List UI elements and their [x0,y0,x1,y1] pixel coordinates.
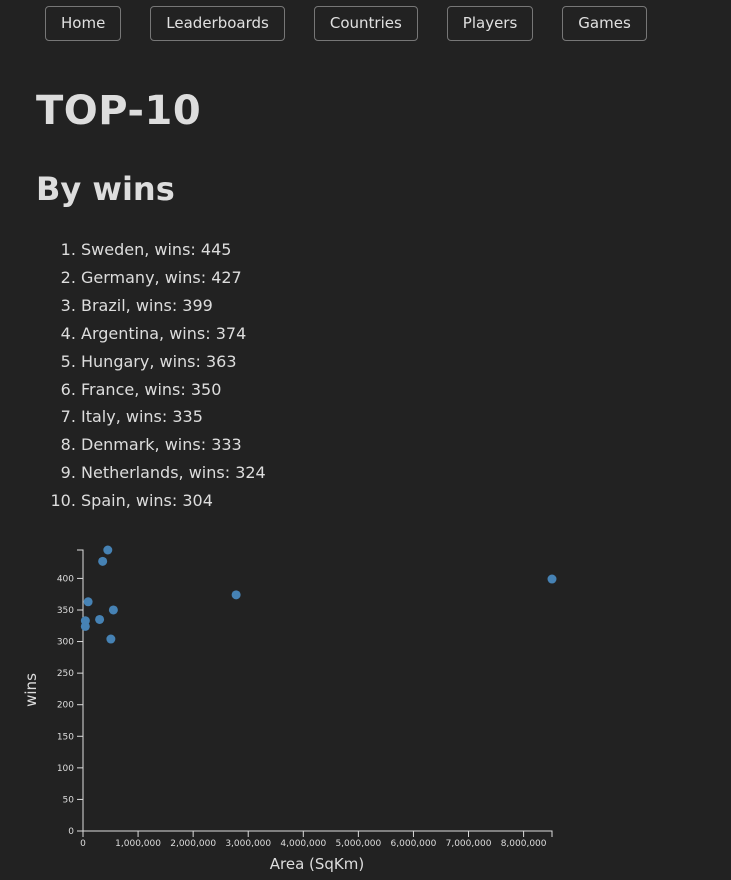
ranking-list: Sweden, wins: 445 Germany, wins: 427 Bra… [36,236,266,515]
data-point [95,614,105,624]
x-tick-label: 6,000,000 [391,839,437,849]
x-axis-label: Area (SqKm) [270,855,364,873]
y-tick-label: 250 [57,669,74,679]
data-point [547,574,557,584]
data-point [98,556,108,566]
x-tick-label: 0 [80,839,86,849]
scatter-chart: 0 1,000,000 2,000,000 3,000,000 4,000,000 5,0… [22,545,557,873]
list-item: Hungary, wins: 363 [81,348,266,376]
data-point [83,597,93,607]
top-nav: Home Leaderboards Countries Players Game… [45,6,647,41]
y-axis-label: wins [22,673,40,707]
nav-games-button[interactable]: Games [562,6,647,41]
page-title: TOP-10 [36,88,202,134]
data-point [231,590,241,600]
x-tick-label: 1,000,000 [115,839,161,849]
list-item: Denmark, wins: 333 [81,431,266,459]
y-tick-label: 50 [63,795,75,805]
data-point [108,605,118,615]
data-points [80,545,557,644]
x-tick-label: 7,000,000 [446,839,492,849]
y-tick-label: 200 [57,701,74,711]
y-tick-label: 400 [57,574,74,584]
list-item: France, wins: 350 [81,376,266,404]
nav-countries-button[interactable]: Countries [313,6,418,41]
section-title: By wins [36,170,175,208]
x-axis: 0 1,000,000 2,000,000 3,000,000 4,000,000 5,0… [80,830,553,849]
y-axis-line [77,549,84,832]
list-item: Argentina, wins: 374 [81,320,266,348]
x-tick-label: 2,000,000 [170,839,216,849]
y-tick-label: 150 [57,732,74,742]
x-tick-label: 3,000,000 [225,839,271,849]
nav-leaderboards-button[interactable]: Leaderboards [150,6,285,41]
nav-home-button[interactable]: Home [45,6,122,41]
list-item: Italy, wins: 335 [81,403,266,431]
x-tick-label: 5,000,000 [335,839,381,849]
data-point [106,634,116,644]
x-axis-line [82,830,553,837]
list-item: Germany, wins: 427 [81,264,266,292]
x-tick-label: 4,000,000 [280,839,326,849]
list-item: Netherlands, wins: 324 [81,459,266,487]
y-tick-label: 100 [57,764,74,774]
y-tick-label: 0 [68,827,74,837]
list-item: Spain, wins: 304 [81,487,266,515]
y-axis: 0 50 100 150 200 250 300 350 400 [57,549,84,837]
data-point [80,621,90,631]
data-point [103,545,113,555]
list-item: Sweden, wins: 445 [81,236,266,264]
y-tick-label: 300 [57,638,74,648]
nav-players-button[interactable]: Players [446,6,534,41]
list-item: Brazil, wins: 399 [81,292,266,320]
y-tick-label: 350 [57,606,74,616]
x-tick-label: 8,000,000 [501,839,547,849]
